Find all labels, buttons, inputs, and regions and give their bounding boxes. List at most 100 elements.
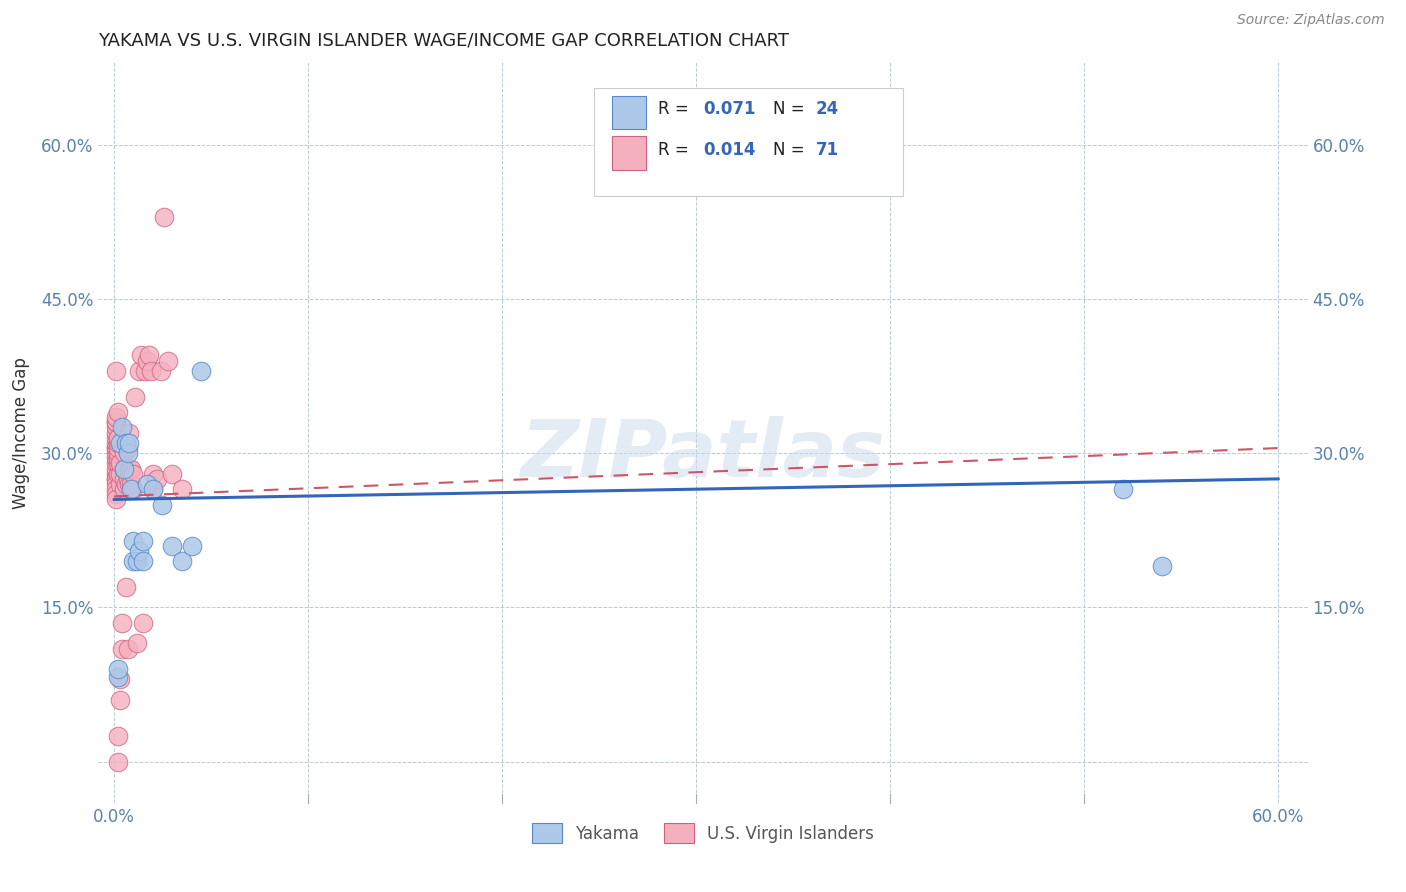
Point xyxy=(104,492,127,507)
Point xyxy=(114,436,136,450)
Point xyxy=(128,364,150,378)
Point xyxy=(104,431,127,445)
Text: N =: N = xyxy=(773,141,810,159)
Point xyxy=(108,436,131,450)
Text: 0.014: 0.014 xyxy=(703,141,755,159)
Point xyxy=(107,755,129,769)
Point xyxy=(104,457,127,471)
Point xyxy=(134,364,156,378)
FancyBboxPatch shape xyxy=(595,88,903,195)
Point xyxy=(107,467,129,481)
Point xyxy=(104,441,127,455)
Point xyxy=(124,390,146,404)
Point xyxy=(129,349,152,363)
Point xyxy=(118,425,141,440)
Point xyxy=(108,467,131,481)
Point xyxy=(104,487,127,501)
Point xyxy=(104,415,127,429)
Point xyxy=(104,425,127,440)
Point xyxy=(120,461,142,475)
Point xyxy=(107,441,129,455)
Point xyxy=(136,353,159,368)
Point xyxy=(132,615,155,630)
Point xyxy=(111,641,134,656)
Point xyxy=(104,446,127,460)
Point xyxy=(118,461,141,475)
Point xyxy=(153,210,176,224)
Point xyxy=(170,482,193,496)
Point xyxy=(111,420,134,434)
Point xyxy=(160,467,183,481)
Point xyxy=(132,533,155,548)
Point xyxy=(122,554,145,568)
Point xyxy=(1150,559,1173,574)
Point xyxy=(107,451,129,466)
Point xyxy=(122,467,145,481)
Point xyxy=(104,436,127,450)
Point xyxy=(122,482,145,496)
Point xyxy=(142,467,165,481)
Point xyxy=(149,364,172,378)
Text: R =: R = xyxy=(658,100,695,118)
Point xyxy=(104,477,127,491)
Point xyxy=(117,446,139,460)
Text: Source: ZipAtlas.com: Source: ZipAtlas.com xyxy=(1237,13,1385,28)
Point xyxy=(1112,482,1135,496)
Point xyxy=(112,461,135,475)
Point xyxy=(120,482,142,496)
Point xyxy=(190,364,212,378)
Point xyxy=(139,364,162,378)
Point xyxy=(157,353,180,368)
Point xyxy=(107,446,129,460)
Point xyxy=(127,636,149,650)
Point xyxy=(180,539,202,553)
Point xyxy=(108,477,131,491)
Point xyxy=(107,457,129,471)
Point xyxy=(104,451,127,466)
Point xyxy=(114,477,136,491)
Text: ZIPatlas: ZIPatlas xyxy=(520,416,886,494)
Point xyxy=(104,420,127,434)
Point xyxy=(142,482,165,496)
Text: 24: 24 xyxy=(815,100,839,118)
Point xyxy=(107,662,129,676)
Point xyxy=(108,673,131,687)
Point xyxy=(111,615,134,630)
Point xyxy=(117,472,139,486)
Text: YAKAMA VS U.S. VIRGIN ISLANDER WAGE/INCOME GAP CORRELATION CHART: YAKAMA VS U.S. VIRGIN ISLANDER WAGE/INCO… xyxy=(98,31,789,49)
Y-axis label: Wage/Income Gap: Wage/Income Gap xyxy=(11,357,30,508)
Point xyxy=(104,467,127,481)
Point xyxy=(112,472,135,486)
Point xyxy=(132,554,155,568)
Point xyxy=(170,554,193,568)
Point xyxy=(104,472,127,486)
Point xyxy=(138,349,160,363)
Point xyxy=(107,405,129,419)
Point xyxy=(142,482,165,496)
Point xyxy=(128,544,150,558)
Point xyxy=(117,441,139,455)
Point xyxy=(118,477,141,491)
Point xyxy=(104,482,127,496)
FancyBboxPatch shape xyxy=(613,136,647,169)
Point xyxy=(114,580,136,594)
Point xyxy=(107,436,129,450)
Point xyxy=(107,670,129,684)
Text: R =: R = xyxy=(658,141,695,159)
Point xyxy=(160,539,183,553)
Point xyxy=(108,457,131,471)
Point xyxy=(104,364,127,378)
Point xyxy=(107,729,129,743)
Text: 71: 71 xyxy=(815,141,838,159)
Point xyxy=(112,461,135,475)
Point xyxy=(107,431,129,445)
FancyBboxPatch shape xyxy=(613,95,647,129)
Point xyxy=(136,477,159,491)
Point xyxy=(117,641,139,656)
Text: N =: N = xyxy=(773,100,810,118)
Point xyxy=(120,477,142,491)
Point xyxy=(112,482,135,496)
Point xyxy=(104,415,127,429)
Point xyxy=(104,410,127,425)
Legend: Yakama, U.S. Virgin Islanders: Yakama, U.S. Virgin Islanders xyxy=(524,816,882,850)
